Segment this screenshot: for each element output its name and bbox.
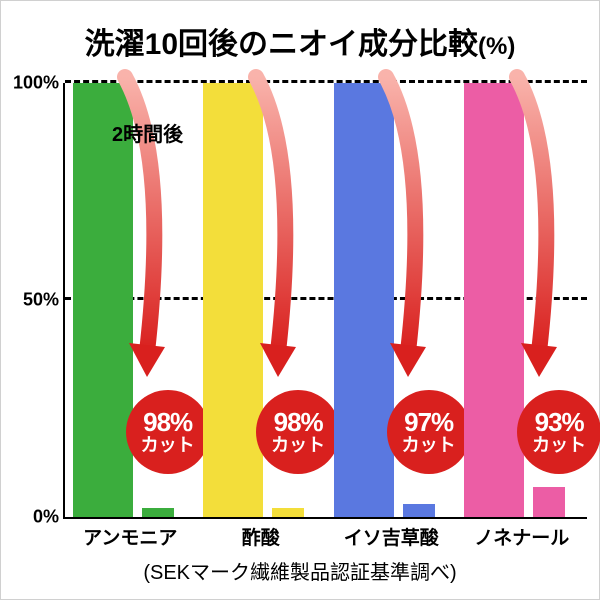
bar-after <box>272 508 304 517</box>
cut-badge: 93%カット <box>517 390 600 474</box>
cut-badge: 97%カット <box>387 390 471 474</box>
bar-after <box>533 487 565 517</box>
cut-badge: 98%カット <box>256 390 340 474</box>
footer-note: (SEKマーク繊維製品認証基準調べ) <box>1 556 599 585</box>
y-tick-label: 0% <box>33 507 65 528</box>
bar-group: アンモニア98%カット <box>73 83 188 517</box>
chart-title-main: 洗濯10回後のニオイ成分比較 <box>85 28 478 61</box>
cut-badge-label: カット <box>532 436 586 455</box>
cut-badge-label: カット <box>402 436 456 455</box>
bar-before <box>203 83 263 517</box>
bar-after <box>403 504 435 517</box>
chart-title: 洗濯10回後のニオイ成分比較(%) <box>1 1 599 63</box>
bar-before <box>73 83 133 517</box>
y-tick-label: 50% <box>23 290 65 311</box>
x-tick-label: 酢酸 <box>203 517 318 550</box>
time-annotation: 2時間後 <box>112 118 183 147</box>
bar-group: イソ吉草酸97%カット <box>334 83 449 517</box>
x-tick-label: イソ吉草酸 <box>334 517 449 550</box>
bars-layer: アンモニア98%カット酢酸98%カットイソ吉草酸97%カットノネナール93%カッ… <box>65 83 587 517</box>
bar-after <box>142 508 174 517</box>
plot: 0%50%100%アンモニア98%カット酢酸98%カットイソ吉草酸97%カットノ… <box>63 83 587 519</box>
bar-before <box>464 83 524 517</box>
cut-badge-pct: 97% <box>404 409 453 436</box>
bar-before <box>334 83 394 517</box>
chart-area: 0%50%100%アンモニア98%カット酢酸98%カットイソ吉草酸97%カットノ… <box>63 83 587 519</box>
cut-badge-pct: 98% <box>143 409 192 436</box>
bar-group: ノネナール93%カット <box>464 83 579 517</box>
bar-group: 酢酸98%カット <box>203 83 318 517</box>
x-tick-label: ノネナール <box>464 517 579 550</box>
cut-badge-label: カット <box>141 436 195 455</box>
x-tick-label: アンモニア <box>73 517 188 550</box>
y-tick-label: 100% <box>13 73 65 94</box>
cut-badge-pct: 93% <box>535 409 584 436</box>
chart-title-unit: (%) <box>478 33 515 60</box>
cut-badge-label: カット <box>271 436 325 455</box>
cut-badge: 98%カット <box>126 390 210 474</box>
cut-badge-pct: 98% <box>274 409 323 436</box>
